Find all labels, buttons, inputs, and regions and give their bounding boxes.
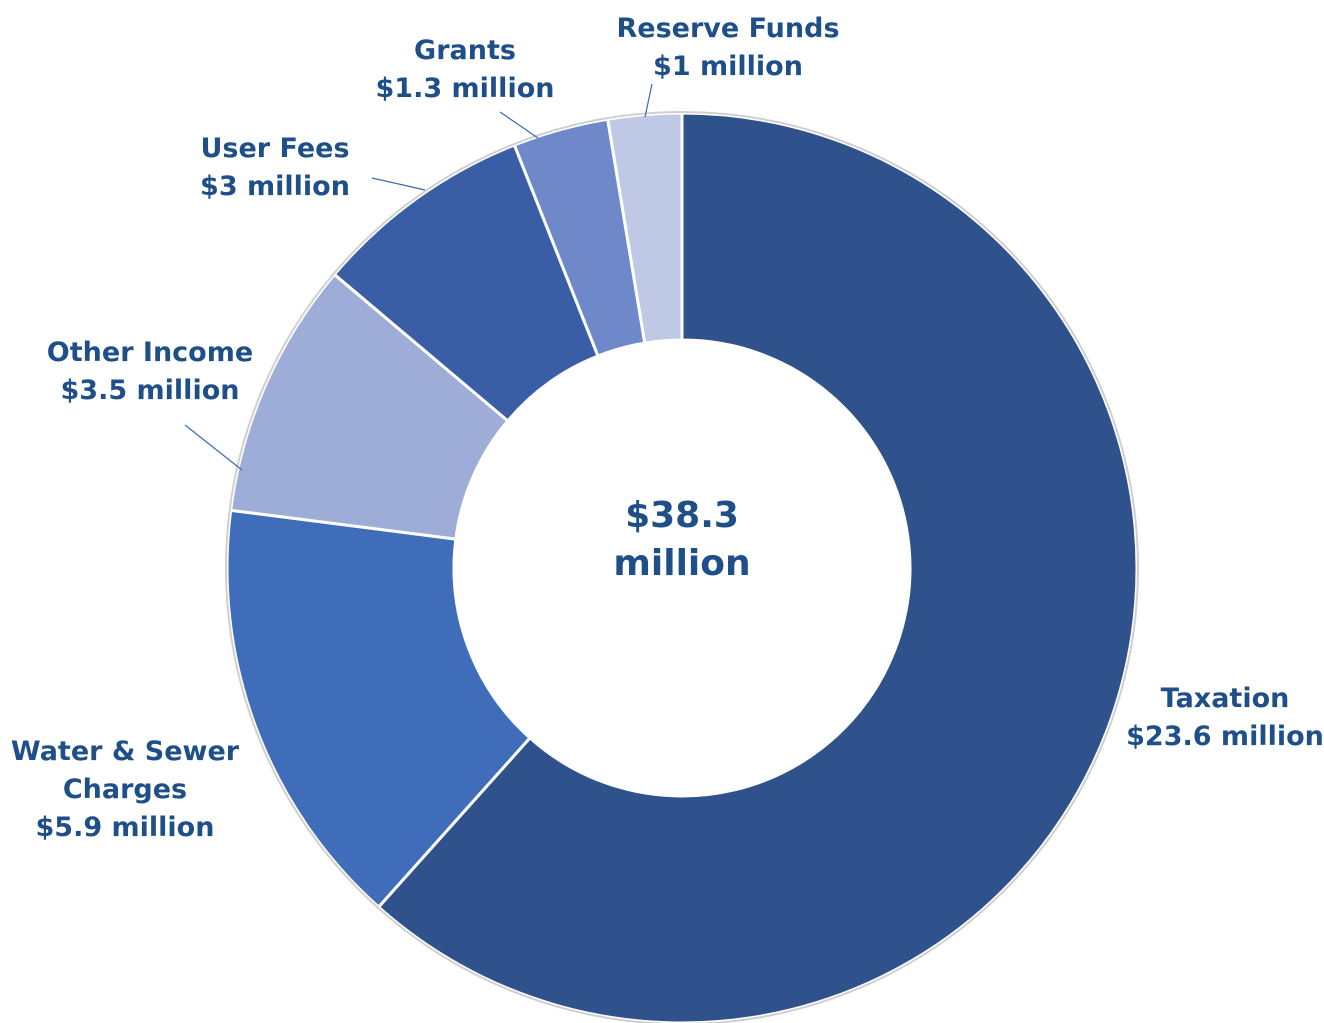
donut-segment bbox=[605, 111, 684, 345]
value-label: $5.9 million bbox=[35, 812, 215, 843]
category-label: Water & Sewer Charges bbox=[10, 736, 240, 805]
value-label: $3 million bbox=[200, 171, 350, 202]
category-label: User Fees bbox=[200, 133, 350, 164]
category-label: Taxation bbox=[1160, 683, 1290, 714]
slice-label: Taxation $23.6 million bbox=[1126, 680, 1324, 756]
value-label: $23.6 million bbox=[1126, 721, 1324, 752]
category-label: Reserve Funds bbox=[616, 13, 840, 44]
value-label: $1 million bbox=[653, 51, 803, 82]
slice-label: User Fees $3 million bbox=[200, 130, 350, 206]
slice-label: Other Income $3.5 million bbox=[47, 334, 253, 410]
outer-outline bbox=[225, 111, 1139, 1023]
value-label: $1.3 million bbox=[375, 73, 555, 104]
slice-label: Grants $1.3 million bbox=[376, 32, 555, 108]
leader-line bbox=[499, 111, 539, 139]
slice-label: Reserve Funds $1 million bbox=[616, 10, 839, 86]
value-label: $3.5 million bbox=[60, 375, 240, 406]
leader-line bbox=[644, 83, 653, 118]
donut-segment bbox=[376, 111, 1139, 1023]
slice-label: Water & Sewer Charges $5.9 million bbox=[0, 733, 255, 847]
category-label: Grants bbox=[414, 35, 516, 66]
donut-segment bbox=[225, 508, 533, 910]
leader-line bbox=[184, 424, 243, 471]
center-text: $38.3 million bbox=[613, 495, 751, 584]
category-label: Other Income bbox=[46, 337, 254, 368]
leader-line bbox=[371, 177, 426, 191]
